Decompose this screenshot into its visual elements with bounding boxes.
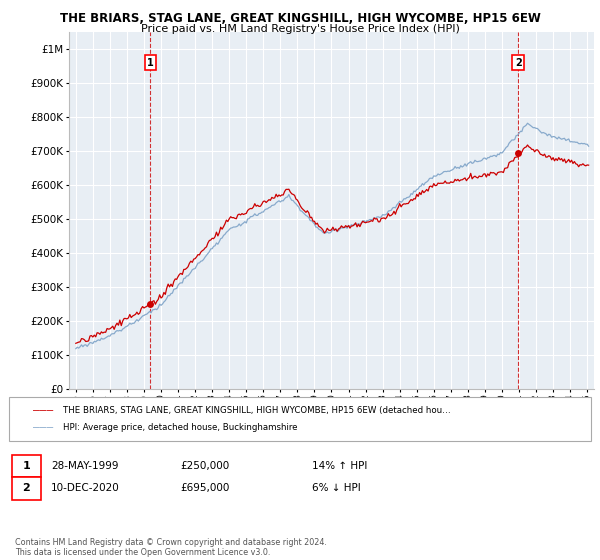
Text: 10-DEC-2020: 10-DEC-2020 [51, 483, 120, 493]
Text: 1: 1 [147, 58, 154, 68]
Text: ———: ——— [33, 422, 53, 432]
Text: 1: 1 [23, 461, 30, 471]
Text: 2: 2 [515, 58, 521, 68]
Text: 14% ↑ HPI: 14% ↑ HPI [312, 461, 367, 471]
Text: 6% ↓ HPI: 6% ↓ HPI [312, 483, 361, 493]
Text: 2: 2 [23, 483, 30, 493]
Text: £250,000: £250,000 [180, 461, 229, 471]
Text: THE BRIARS, STAG LANE, GREAT KINGSHILL, HIGH WYCOMBE, HP15 6EW: THE BRIARS, STAG LANE, GREAT KINGSHILL, … [59, 12, 541, 25]
Text: HPI: Average price, detached house, Buckinghamshire: HPI: Average price, detached house, Buck… [63, 423, 298, 432]
Text: £695,000: £695,000 [180, 483, 229, 493]
Text: Price paid vs. HM Land Registry's House Price Index (HPI): Price paid vs. HM Land Registry's House … [140, 24, 460, 34]
Text: 28-MAY-1999: 28-MAY-1999 [51, 461, 119, 471]
Text: THE BRIARS, STAG LANE, GREAT KINGSHILL, HIGH WYCOMBE, HP15 6EW (detached hou…: THE BRIARS, STAG LANE, GREAT KINGSHILL, … [63, 406, 451, 415]
Text: ———: ——— [33, 405, 53, 416]
Text: Contains HM Land Registry data © Crown copyright and database right 2024.
This d: Contains HM Land Registry data © Crown c… [15, 538, 327, 557]
